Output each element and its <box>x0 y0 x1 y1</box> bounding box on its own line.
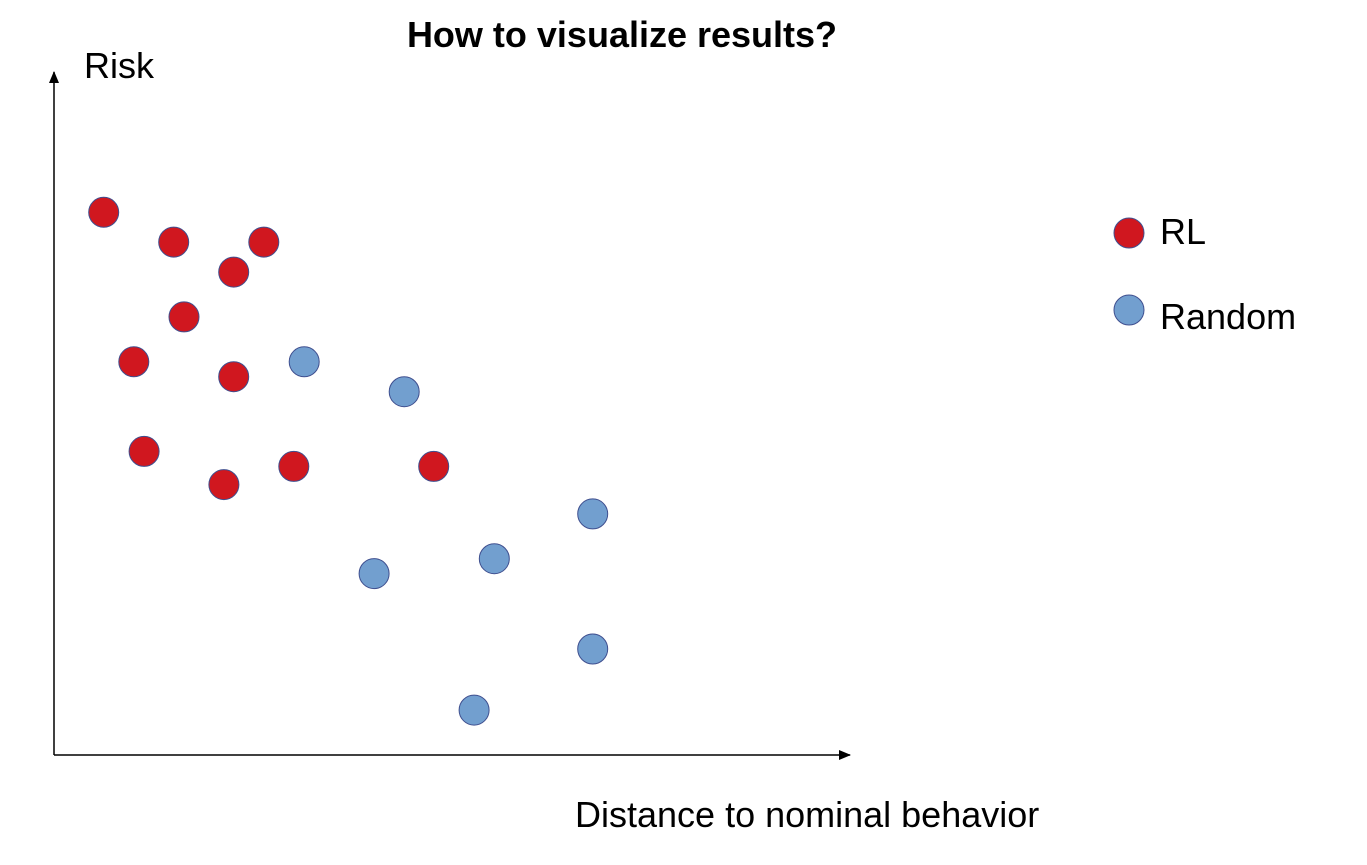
point-random-2 <box>388 376 420 408</box>
chart-title: How to visualize results? <box>407 14 837 55</box>
point-rl-3 <box>218 256 250 288</box>
point-random-4 <box>478 543 510 575</box>
legend-label-rl: RL <box>1160 211 1206 252</box>
point-rl-2 <box>158 226 190 258</box>
legend-marker-rl <box>1113 217 1145 249</box>
legend-label-random: Random <box>1160 296 1296 337</box>
point-rl-10 <box>278 450 310 482</box>
point-rl-1 <box>88 196 120 228</box>
point-rl-9 <box>208 469 240 501</box>
point-rl-4 <box>248 226 280 258</box>
point-rl-7 <box>218 361 250 393</box>
point-random-3 <box>358 558 390 590</box>
point-random-1 <box>288 346 320 378</box>
point-random-6 <box>577 633 609 665</box>
point-rl-11 <box>418 450 450 482</box>
legend: RL Random <box>1113 211 1296 337</box>
point-rl-5 <box>168 301 200 333</box>
x-axis-label: Distance to nominal behavior <box>575 794 1039 835</box>
point-rl-8 <box>128 435 160 467</box>
point-random-7 <box>458 694 490 726</box>
y-axis-label: Risk <box>84 45 155 86</box>
point-rl-6 <box>118 346 150 378</box>
legend-marker-random <box>1113 294 1145 326</box>
point-random-5 <box>577 498 609 530</box>
data-points <box>88 196 609 726</box>
